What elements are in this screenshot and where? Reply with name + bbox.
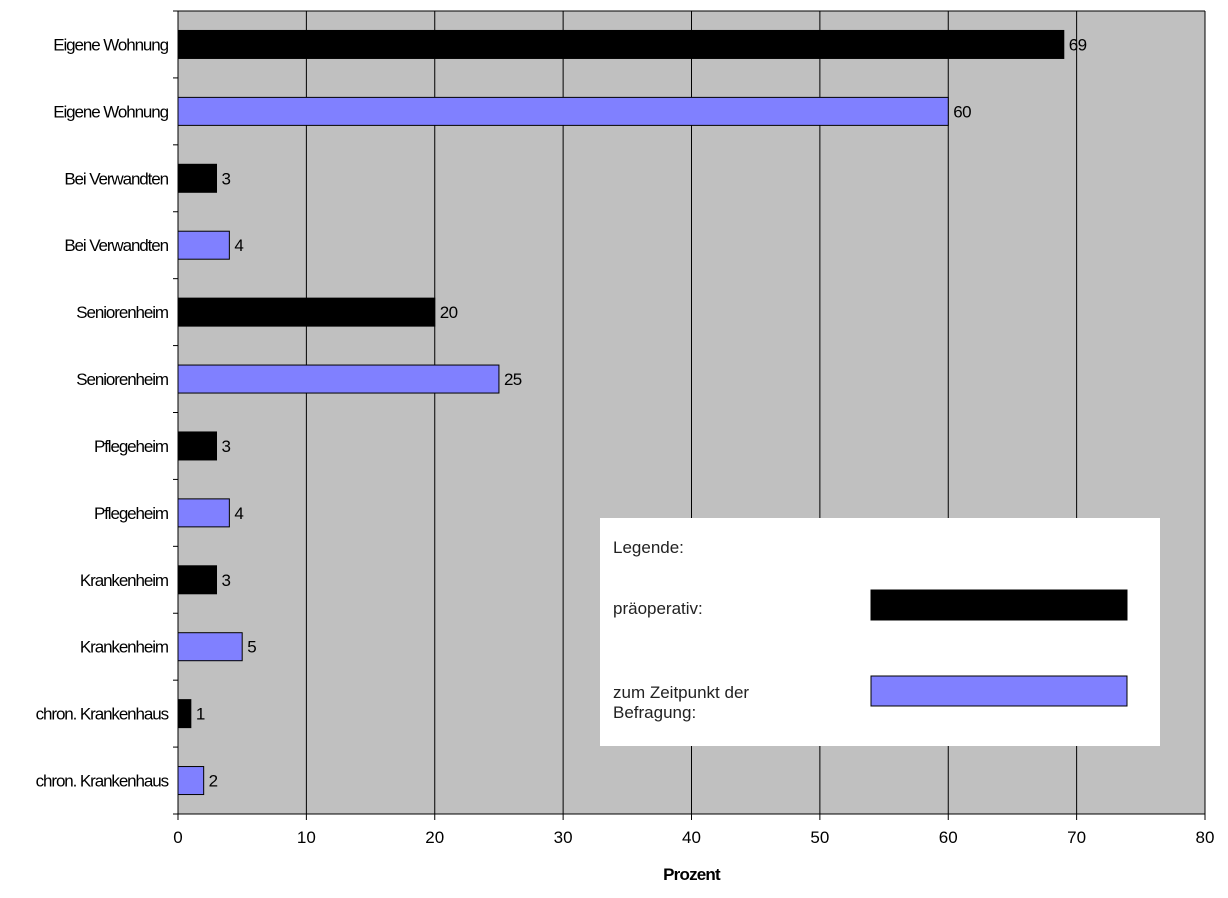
category-label-eigene-wohnung-praeoperativ: Eigene Wohnung xyxy=(53,35,168,54)
category-label-eigene-wohnung-befragung: Eigene Wohnung xyxy=(53,102,168,121)
bars xyxy=(177,29,1065,796)
category-label-chron-krankenhaus-praeoperativ: chron. Krankenhaus xyxy=(36,705,169,724)
value-labels: 69 60 3 4 20 25 3 4 3 5 1 2 xyxy=(196,35,1087,790)
legend-swatch-praeoperativ xyxy=(870,589,1128,621)
category-label-pflegeheim-befragung: Pflegeheim xyxy=(94,504,169,523)
legend-swatch-befragung xyxy=(870,675,1128,707)
x-tick-label-80: 80 xyxy=(1196,828,1215,847)
value-label-chron-krankenhaus-befragung: 2 xyxy=(209,772,218,791)
value-label-chron-krankenhaus-praeoperativ: 1 xyxy=(196,705,205,724)
bar-eigene-wohnung-befragung xyxy=(177,96,949,126)
category-labels: Eigene Wohnung Eigene Wohnung Bei Verwandt… xyxy=(36,35,170,791)
legend-label-befragung: zum Zeitpunkt der Befragung: xyxy=(613,683,749,722)
x-axis-title: Prozent xyxy=(663,865,721,884)
x-tick-label-30: 30 xyxy=(554,828,573,847)
category-label-bei-verwandten-befragung: Bei Verwandten xyxy=(64,236,168,255)
x-tick-labels: 0 10 20 30 40 50 60 70 80 xyxy=(173,828,1214,847)
value-label-pflegeheim-befragung: 4 xyxy=(234,504,243,523)
bar-eigene-wohnung-praeoperativ xyxy=(177,29,1065,59)
x-tick-label-40: 40 xyxy=(682,828,701,847)
value-label-bei-verwandten-befragung: 4 xyxy=(234,236,243,255)
value-label-pflegeheim-praeoperativ: 3 xyxy=(222,437,231,456)
bar-krankenheim-praeoperativ xyxy=(177,565,218,595)
x-tick-label-20: 20 xyxy=(425,828,444,847)
category-label-krankenheim-praeoperativ: Krankenheim xyxy=(80,571,169,590)
value-label-eigene-wohnung-praeoperativ: 69 xyxy=(1069,35,1087,54)
bar-bei-verwandten-praeoperativ xyxy=(177,163,218,193)
category-label-bei-verwandten-praeoperativ: Bei Verwandten xyxy=(64,169,168,188)
bar-seniorenheim-befragung xyxy=(177,364,500,394)
legend-box xyxy=(600,518,1160,746)
bar-seniorenheim-praeoperativ xyxy=(177,297,436,327)
legend-label-praeoperativ: präoperativ: xyxy=(613,599,703,618)
value-label-seniorenheim-praeoperativ: 20 xyxy=(440,303,458,322)
x-tick-label-0: 0 xyxy=(173,828,182,847)
category-label-chron-krankenhaus-befragung: chron. Krankenhaus xyxy=(36,772,169,791)
value-label-bei-verwandten-praeoperativ: 3 xyxy=(222,169,231,188)
category-label-krankenheim-befragung: Krankenheim xyxy=(80,638,169,657)
value-label-krankenheim-praeoperativ: 3 xyxy=(222,571,231,590)
value-label-seniorenheim-befragung: 25 xyxy=(504,370,522,389)
x-tick-label-50: 50 xyxy=(810,828,829,847)
legend: Legende: präoperativ: zum Zeitpunkt der B… xyxy=(600,518,1160,746)
axes xyxy=(173,10,1206,820)
legend-title: Legende: xyxy=(613,538,684,557)
bar-chron-krankenhaus-praeoperativ xyxy=(177,699,192,729)
value-label-krankenheim-befragung: 5 xyxy=(247,638,256,657)
x-tick-label-70: 70 xyxy=(1067,828,1086,847)
category-label-seniorenheim-befragung: Seniorenheim xyxy=(76,370,169,389)
bar-bei-verwandten-befragung xyxy=(177,230,230,260)
value-label-eigene-wohnung-befragung: 60 xyxy=(953,102,971,121)
bar-pflegeheim-befragung xyxy=(177,498,230,528)
x-tick-label-60: 60 xyxy=(939,828,958,847)
bar-krankenheim-befragung xyxy=(177,632,243,662)
x-tick-label-10: 10 xyxy=(297,828,316,847)
category-label-pflegeheim-praeoperativ: Pflegeheim xyxy=(94,437,169,456)
bar-chron-krankenhaus-befragung xyxy=(177,766,205,796)
category-label-seniorenheim-praeoperativ: Seniorenheim xyxy=(76,303,169,322)
bar-pflegeheim-praeoperativ xyxy=(177,431,218,461)
